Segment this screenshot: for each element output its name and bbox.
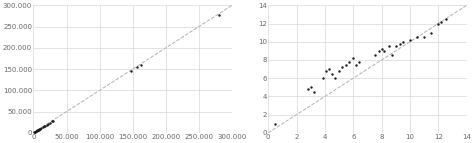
Point (342, 63, 350, 66)
Point (385, 45, 392, 47)
Point (49, 119, 57, 122)
Point (42, 124, 49, 127)
Point (48, 120, 56, 123)
Point (338, 66, 346, 68)
Point (396, 42, 404, 45)
Point (392, 45, 400, 47)
Point (134, 66, 141, 68)
Point (31, 131, 38, 133)
Point (328, 73, 336, 75)
Point (331, 77, 338, 79)
Point (349, 57, 357, 59)
Point (272, 123, 279, 125)
Point (46, 122, 54, 124)
Point (352, 63, 360, 66)
Point (128, 70, 135, 72)
Point (406, 39, 414, 41)
Point (378, 48, 385, 50)
Point (39, 126, 46, 128)
Point (32, 130, 40, 132)
Point (413, 36, 421, 38)
Point (371, 54, 378, 56)
Point (44, 123, 52, 125)
Point (335, 70, 343, 72)
Point (40, 125, 48, 128)
Point (36, 128, 44, 130)
Point (319, 77, 327, 79)
Point (35, 129, 43, 131)
Point (322, 70, 330, 72)
Point (33, 130, 40, 132)
Point (420, 36, 428, 38)
Point (43, 124, 50, 126)
Point (375, 50, 383, 52)
Point (399, 41, 407, 43)
Point (307, 86, 315, 88)
Point (355, 61, 363, 63)
Point (388, 54, 395, 56)
Point (37, 127, 45, 129)
Point (442, 18, 449, 20)
Point (438, 21, 445, 23)
Point (36, 128, 43, 130)
Point (310, 91, 318, 93)
Point (304, 88, 312, 90)
Point (435, 22, 442, 25)
Point (381, 50, 388, 52)
Point (137, 64, 145, 66)
Point (428, 31, 435, 34)
Point (34, 129, 42, 131)
Point (32, 131, 39, 133)
Point (34, 129, 41, 132)
Point (31, 131, 38, 134)
Point (325, 68, 333, 70)
Point (345, 61, 353, 63)
Point (215, 13, 223, 16)
